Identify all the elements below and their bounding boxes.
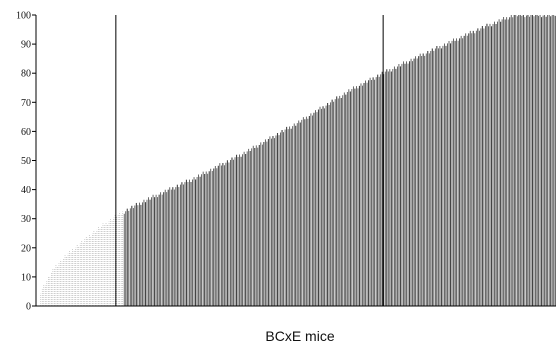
x-axis-label: BCxE mice [265,328,334,344]
y-tick-label: 70 [21,98,31,109]
y-tick-label: 80 [21,69,31,80]
y-tick-label: 50 [21,156,31,167]
y-ticks: 0 10 20 30 40 50 60 70 80 90 100 [16,11,36,313]
bars-group [40,15,556,306]
reference-markers [115,15,384,306]
y-tick-label: 10 [21,272,31,283]
y-tick-label: 100 [16,11,31,22]
y-tick-label: 30 [21,214,31,225]
y-tick-label: 20 [21,243,31,254]
y-tick-label: 60 [21,127,31,138]
y-tick-label: 40 [21,185,31,196]
y-tick-label: 0 [26,302,31,313]
y-tick-label: 90 [21,40,31,51]
